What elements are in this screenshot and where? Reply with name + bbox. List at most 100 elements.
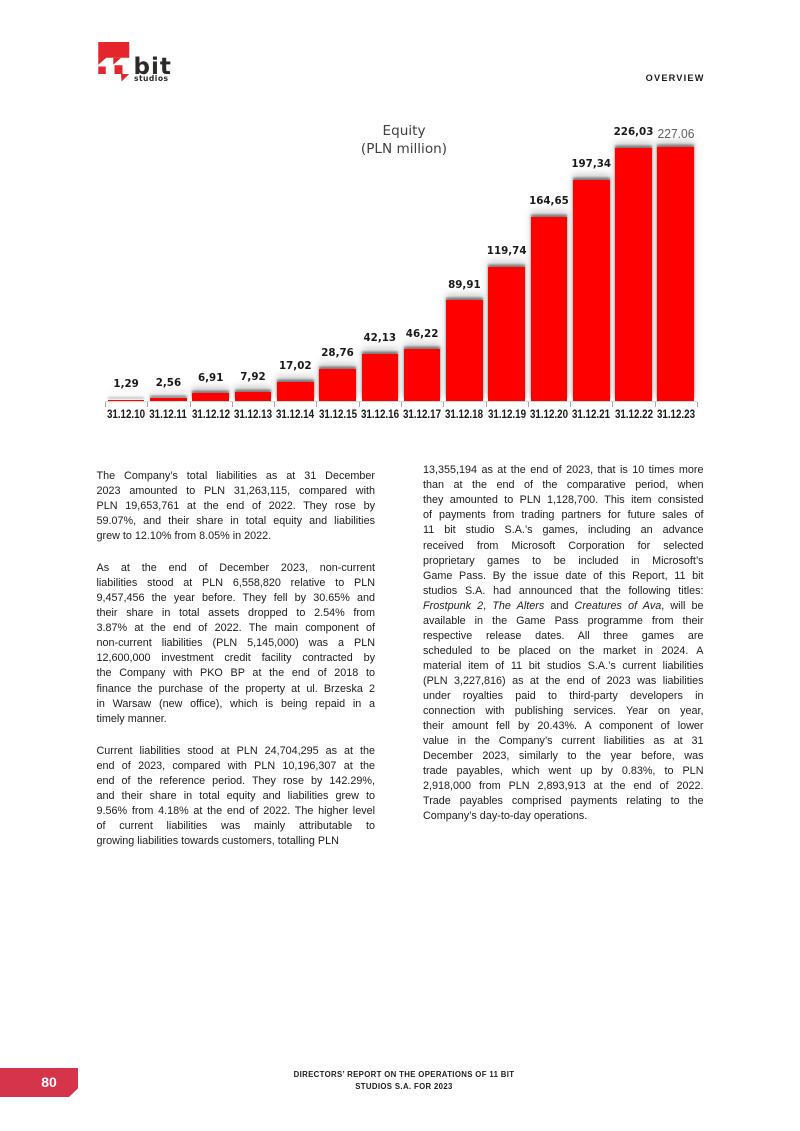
bar-value-label: 197,34 [571, 158, 612, 171]
text-line: their share in total assets dropped to 2… [96, 607, 376, 620]
bar-31.12.14 [276, 381, 314, 401]
text-line: grew to 12.10% from 8.05% in 2022. [96, 530, 272, 543]
bar-value-label: 89,91 [448, 278, 481, 291]
text-line: 2023 amounted to PLN 31,263,115, compare… [96, 484, 376, 497]
bar-value-label: 164,65 [529, 195, 569, 208]
x-axis-tick [443, 402, 445, 407]
text-line: material item of 11 bit studios S.A.’s c… [423, 659, 704, 672]
x-axis-label: 31.12.11 [149, 406, 188, 421]
text-line: the Company with PKO BP at the end of 20… [96, 667, 376, 680]
text-line: received from Microsoft Corporation for … [423, 539, 704, 552]
text-line: (PLN 3,227,816) as at the end of 2023 wa… [423, 674, 704, 687]
x-axis-tick [274, 402, 276, 407]
text-line: timely manner. [96, 712, 167, 725]
text-line: connection with publishing services. Yea… [423, 705, 704, 718]
text-line: Frostpunk 2, The Alters and Creatures of… [423, 599, 704, 612]
x-axis-tick [612, 402, 614, 407]
bar-31.12.13 [234, 392, 272, 401]
paragraph: Current liabilities stood at PLN 24,704,… [97, 744, 376, 849]
text-line: The Company’s total liabilities as at 31… [96, 469, 376, 482]
text-line: non-current liabilities (PLN 5,145,000) … [96, 637, 376, 650]
x-axis-label: 31.12.18 [445, 406, 484, 421]
text-line: 11 bit studio S.A.’s games, including an… [423, 524, 704, 537]
text-line: 13,355,194 as at the end of 2023, that i… [423, 464, 704, 477]
text-line: PLN 19,653,761 at the end of 2022. They … [96, 499, 376, 512]
text-line: value in the Company’s current liabiliti… [423, 735, 704, 748]
chart-title-line: Equity [382, 122, 426, 139]
x-axis-tick [485, 402, 487, 407]
bar-value-label: 7,92 [240, 370, 266, 383]
x-axis-tick [358, 402, 360, 407]
x-axis-tick [696, 402, 698, 407]
text-line: December 2023, similarly to the year bef… [423, 750, 704, 763]
logo-word-bit: bit [134, 54, 172, 80]
paragraph: As at the end of December 2023, non-curr… [97, 561, 376, 727]
logo-word-studios: studios [134, 74, 169, 83]
bar-value-label: 1,29 [113, 378, 139, 391]
text-line: 3.87% at the end of 2022. The main compo… [96, 622, 376, 635]
logo-mark-11-icon [98, 42, 130, 82]
text-line: of payments from trading partners for fu… [423, 509, 704, 522]
text-line: 59.07%, and their share in total equity … [96, 515, 376, 528]
x-axis-tick [231, 402, 233, 407]
text-line: under royalties paid to third-party deve… [423, 690, 704, 702]
bar-31.12.17 [403, 349, 441, 401]
bar-31.12.23 [657, 146, 695, 401]
footer-line: DIRECTORS’ REPORT ON THE OPERATIONS OF 1… [293, 1070, 515, 1079]
text-line: end of the reference period. They rose b… [96, 774, 376, 787]
x-axis-label: 31.12.16 [360, 406, 399, 421]
text-line: they amounted to PLN 1,128,700. This ite… [423, 494, 704, 507]
text-line: their amount fell by 20.43%. A component… [423, 720, 704, 733]
section-label: OVERVIEW [645, 72, 705, 83]
x-axis-label: 31.12.12 [191, 406, 230, 421]
text-line: 9.56% from 4.18% at the end of 2022. The… [96, 804, 376, 817]
x-axis-label: 31.12.22 [614, 406, 653, 421]
text-line: Company’s day-to-day operations. [423, 810, 588, 823]
text-line: As at the end of December 2023, non-curr… [96, 562, 376, 575]
text-line: Current liabilities stood at PLN 24,704,… [96, 744, 376, 757]
x-axis-tick [316, 402, 318, 407]
x-axis-tick [527, 402, 529, 407]
x-axis-label: 31.12.23 [656, 406, 695, 421]
paragraph: The Company’s total liabilities as at 31… [97, 469, 376, 544]
text-line: 2,918,000 from PLN 2,893,913 at the end … [423, 780, 704, 793]
bar-31.12.20 [530, 216, 568, 401]
bar-31.12.19 [488, 266, 525, 401]
x-axis-label: 31.12.17 [403, 406, 442, 421]
x-axis-label: 31.12.10 [107, 406, 146, 421]
bar-value-label: 42,13 [363, 332, 397, 345]
text-line: available in the Game Pass programme fro… [423, 614, 704, 627]
bar-value-label: 6,91 [197, 371, 224, 384]
text-line: respective release dates. All three game… [423, 629, 704, 642]
page-number: 80 [41, 1074, 57, 1090]
paragraph: 13,355,194 as at the end of 2023, that i… [423, 463, 704, 824]
x-axis-label: 31.12.19 [487, 406, 526, 421]
text-line: in Warsaw (new office), which is being r… [96, 697, 376, 710]
x-axis-label: 31.12.13 [233, 406, 273, 421]
text-line: Game Pass. By the issue date of this Rep… [423, 569, 704, 582]
text-line: end of 2023, compared with PLN 10,196,30… [96, 759, 376, 772]
bar-value-label: 28,76 [321, 347, 354, 360]
x-axis-tick [654, 402, 656, 407]
text-line: 12,600,000 investment credit facility co… [96, 652, 376, 665]
text-line: of current liabilities was mainly attrib… [96, 819, 376, 832]
x-axis-tick [570, 402, 572, 407]
text-line: studios S.A. had announced that the foll… [423, 584, 704, 597]
text-line: growing liabilities towards customers, t… [96, 834, 339, 847]
bar-value-label: 2,56 [155, 376, 182, 389]
company-logo: bit studios [98, 42, 172, 83]
bar-value-label: 119,74 [486, 245, 527, 258]
x-axis-tick [147, 402, 149, 407]
bar-31.12.16 [361, 353, 399, 401]
text-line: Trade payables comprised payments relati… [423, 795, 704, 808]
text-line: than at the end of the comparative perio… [423, 479, 704, 492]
text-line: and their share in total equity and liab… [96, 789, 376, 802]
bar-31.12.12 [192, 393, 229, 401]
text-line: finance the purchase of the property at … [96, 682, 376, 695]
bar-31.12.11 [150, 398, 187, 401]
x-axis-tick [400, 402, 402, 407]
text-line: 9,457,456 the year before. They fell by … [96, 592, 376, 605]
footer-line: STUDIOS S.A. FOR 2023 [355, 1081, 453, 1091]
body-column-right: 13,355,194 as at the end of 2023, that i… [423, 463, 704, 824]
x-axis-tick [105, 402, 106, 407]
